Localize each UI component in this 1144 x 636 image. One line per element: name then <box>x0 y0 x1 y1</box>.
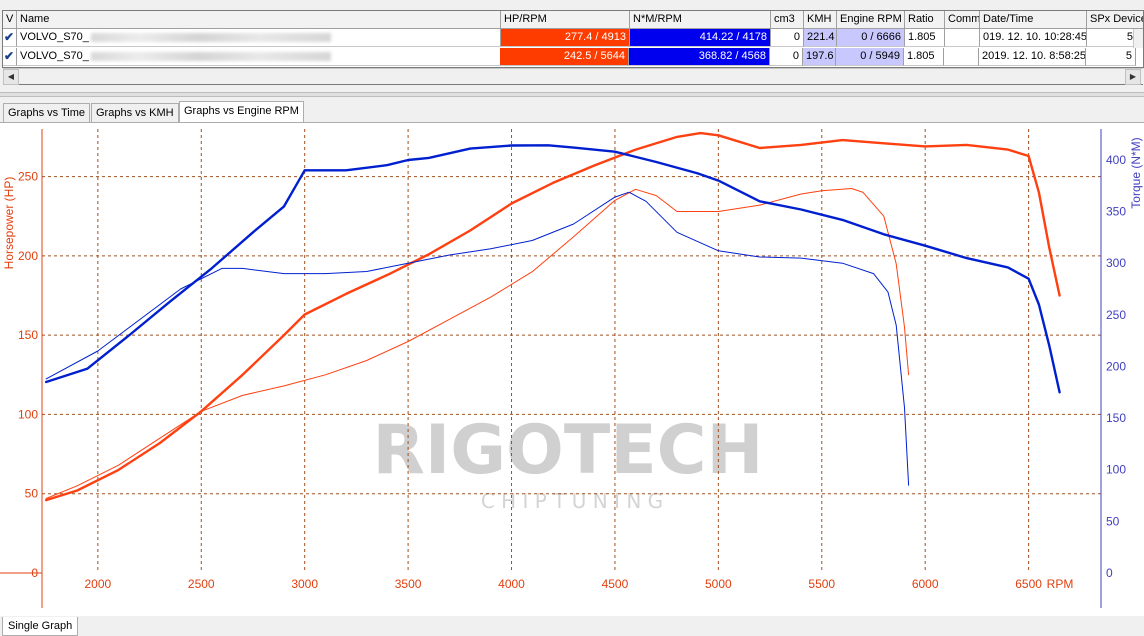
cm3-cell: 0 <box>771 29 804 47</box>
column-header-ratio[interactable]: Ratio <box>905 11 945 29</box>
x-tick-label: 2000 <box>84 577 111 591</box>
column-header-comm[interactable]: Comm <box>945 11 980 29</box>
column-header-datetime[interactable]: Date/Time <box>980 11 1087 29</box>
x-tick-label: 4500 <box>602 577 629 591</box>
y-tick-label: 150 <box>18 328 38 342</box>
row-checkbox[interactable]: ✔ <box>3 29 17 47</box>
y2-tick-label: 200 <box>1106 359 1126 373</box>
watermark-subtitle: C H I P T U N I N G <box>481 489 663 513</box>
table-row-name[interactable]: VOLVO_S70_ <box>17 48 501 66</box>
cm3-cell: 0 <box>770 48 803 66</box>
engine-rpm-cell: 0 / 6666 <box>837 29 905 47</box>
run-name: VOLVO_S70_ <box>20 50 89 62</box>
watermark: RIGOTECH C H I P T U N I N G <box>373 411 764 513</box>
power-curve-run-1 <box>44 131 1061 502</box>
column-header-cm3[interactable]: cm3 <box>771 11 804 29</box>
comm-cell <box>944 48 979 66</box>
x-tick-label: 5000 <box>705 577 732 591</box>
datetime-cell: 019. 12. 10. 10:28:45 <box>980 29 1087 47</box>
nm-rpm-cell: 414.22 / 4178 <box>630 29 771 47</box>
spx-cell: 5 <box>1086 48 1136 66</box>
vertical-scrollbar[interactable] <box>1133 29 1143 48</box>
y-tick-label: 100 <box>18 407 38 421</box>
y2-tick-label: 400 <box>1106 153 1126 167</box>
hp-rpm-cell: 242.5 / 5644 <box>500 48 629 66</box>
scroll-left-button[interactable]: ◀ <box>3 69 19 85</box>
tab-graphs-vs-time[interactable]: Graphs vs Time <box>3 103 91 123</box>
x-tick-label: 5500 <box>808 577 835 591</box>
column-header-v[interactable]: V <box>3 11 17 29</box>
comm-cell <box>945 29 980 47</box>
tab-graphs-vs-kmh[interactable]: Graphs vs KMH <box>91 103 179 123</box>
tab-single-graph[interactable]: Single Graph <box>2 617 79 636</box>
column-header-kmh[interactable]: KMH <box>804 11 837 29</box>
torque-curve-run-2 <box>45 191 910 486</box>
checkmark-icon: ✔ <box>4 30 15 44</box>
tab-graphs-vs-engine-rpm[interactable]: Graphs vs Engine RPM <box>179 101 304 123</box>
kmh-cell: 221.4 <box>804 29 837 47</box>
dyno-chart-panel: RIGOTECH C H I P T U N I N G 2000 2500 300… <box>0 122 1144 616</box>
y2-tick-label: 0 <box>1106 566 1113 580</box>
watermark-logo: RIGOTECH <box>373 411 764 490</box>
engine-rpm-cell: 0 / 5949 <box>836 48 904 66</box>
x-tick-label: 6500 <box>1015 577 1042 591</box>
axes-group: 2000 2500 3000 3500 4000 4500 5000 5500 6000 6500… <box>0 129 1143 608</box>
series-group <box>44 131 1061 502</box>
scroll-right-button[interactable]: ▶ <box>1125 69 1141 85</box>
column-header-engine-rpm[interactable]: Engine RPM <box>837 11 905 29</box>
y2-tick-label: 250 <box>1106 308 1126 322</box>
y-axis-label: Horsepower (HP) <box>2 177 16 270</box>
run-name: VOLVO_S70_ <box>20 31 89 43</box>
x-tick-label: 2500 <box>188 577 215 591</box>
x-tick-label: 6000 <box>912 577 939 591</box>
column-header-spx-device[interactable]: SPx Device <box>1087 11 1143 29</box>
hp-rpm-cell: 277.4 / 4913 <box>501 29 630 47</box>
y-tick-label: 200 <box>18 249 38 263</box>
y2-tick-label: 50 <box>1106 514 1120 528</box>
checkmark-icon: ✔ <box>4 49 15 63</box>
table-row-name[interactable]: VOLVO_S70_ <box>17 29 501 47</box>
row-checkbox[interactable]: ✔ <box>3 48 17 66</box>
x-tick-label: 3000 <box>291 577 318 591</box>
blurred-filename <box>90 32 331 42</box>
y-tick-label: 50 <box>25 487 39 501</box>
column-header-name[interactable]: Name <box>17 11 501 29</box>
y2-tick-label: 350 <box>1106 205 1126 219</box>
y2-tick-label: 300 <box>1106 256 1126 270</box>
ratio-cell: 1.805 <box>904 48 944 66</box>
datetime-cell: 2019. 12. 10. 8:58:25 <box>979 48 1086 66</box>
power-curve-run-2 <box>45 188 910 499</box>
column-header-nm-rpm[interactable]: N*M/RPM <box>630 11 771 29</box>
ratio-cell: 1.805 <box>905 29 945 47</box>
kmh-cell: 197.6 <box>803 48 836 66</box>
panel-splitter[interactable] <box>0 92 1144 97</box>
torque-curve-run-1 <box>44 144 1061 394</box>
y2-tick-label: 150 <box>1106 411 1126 425</box>
x-tick-label: 3500 <box>395 577 422 591</box>
spx-cell: 5 <box>1087 29 1137 47</box>
column-header-hp-rpm[interactable]: HP/RPM <box>501 11 630 29</box>
table-row[interactable]: ✔ VOLVO_S70_ 242.5 / 5644 368.82 / 4568 … <box>3 48 1143 67</box>
nm-rpm-cell: 368.82 / 4568 <box>629 48 770 66</box>
blurred-filename <box>90 51 331 61</box>
y2-axis-label: Torque (N*M) <box>1129 137 1143 208</box>
horizontal-scrollbar[interactable]: ◀ ▶ <box>3 68 1143 85</box>
y2-tick-label: 100 <box>1106 463 1126 477</box>
y-tick-label: 250 <box>18 170 38 184</box>
x-tick-label: 4000 <box>498 577 525 591</box>
dyno-chart: RIGOTECH C H I P T U N I N G 2000 2500 300… <box>0 129 1143 608</box>
x-axis-label: RPM <box>1047 577 1074 591</box>
